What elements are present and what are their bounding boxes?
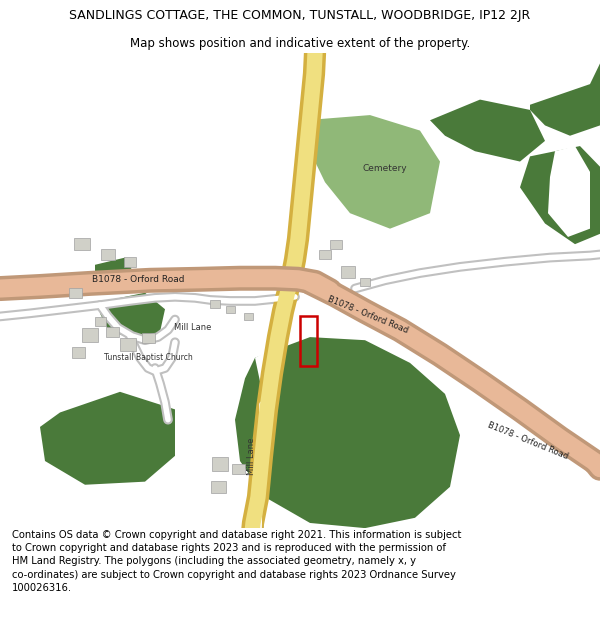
Text: B1078 - Orford Road: B1078 - Orford Road [326,294,410,334]
Polygon shape [235,337,460,528]
Bar [300,316,317,366]
Polygon shape [40,392,175,485]
Bar [142,333,155,343]
Bar [226,306,235,313]
Polygon shape [530,53,600,136]
Polygon shape [520,146,600,244]
Text: Map shows position and indicative extent of the property.: Map shows position and indicative extent… [130,37,470,49]
Bar [319,250,331,259]
Bar [74,238,90,251]
Bar [341,266,355,278]
Bar [360,278,370,286]
Polygon shape [430,99,545,161]
Text: Mill Lane: Mill Lane [175,323,212,332]
Polygon shape [255,348,280,381]
Bar [210,300,220,308]
Text: Contains OS data © Crown copyright and database right 2021. This information is : Contains OS data © Crown copyright and d… [12,530,461,593]
Bar [68,288,82,298]
Polygon shape [305,115,440,229]
Bar [244,313,253,320]
Polygon shape [95,258,135,289]
Bar [95,317,106,326]
Bar [211,481,226,493]
Text: Cemetery: Cemetery [362,164,407,173]
Bar [82,328,98,342]
Bar [232,464,245,474]
Polygon shape [100,292,165,340]
Text: Mill Lane: Mill Lane [248,437,257,474]
Text: SANDLINGS COTTAGE, THE COMMON, TUNSTALL, WOODBRIDGE, IP12 2JR: SANDLINGS COTTAGE, THE COMMON, TUNSTALL,… [70,9,530,22]
Text: Tunstall Baptist Church: Tunstall Baptist Church [104,353,193,362]
Bar [124,256,136,267]
Text: B1078 - Orford Road: B1078 - Orford Road [487,420,569,461]
Polygon shape [548,146,590,237]
Bar [330,239,342,249]
Bar [106,327,119,337]
Bar [120,338,136,351]
Bar [71,347,85,358]
Bar [212,458,228,471]
Text: B1078 - Orford Road: B1078 - Orford Road [92,275,184,284]
Bar [101,249,115,260]
